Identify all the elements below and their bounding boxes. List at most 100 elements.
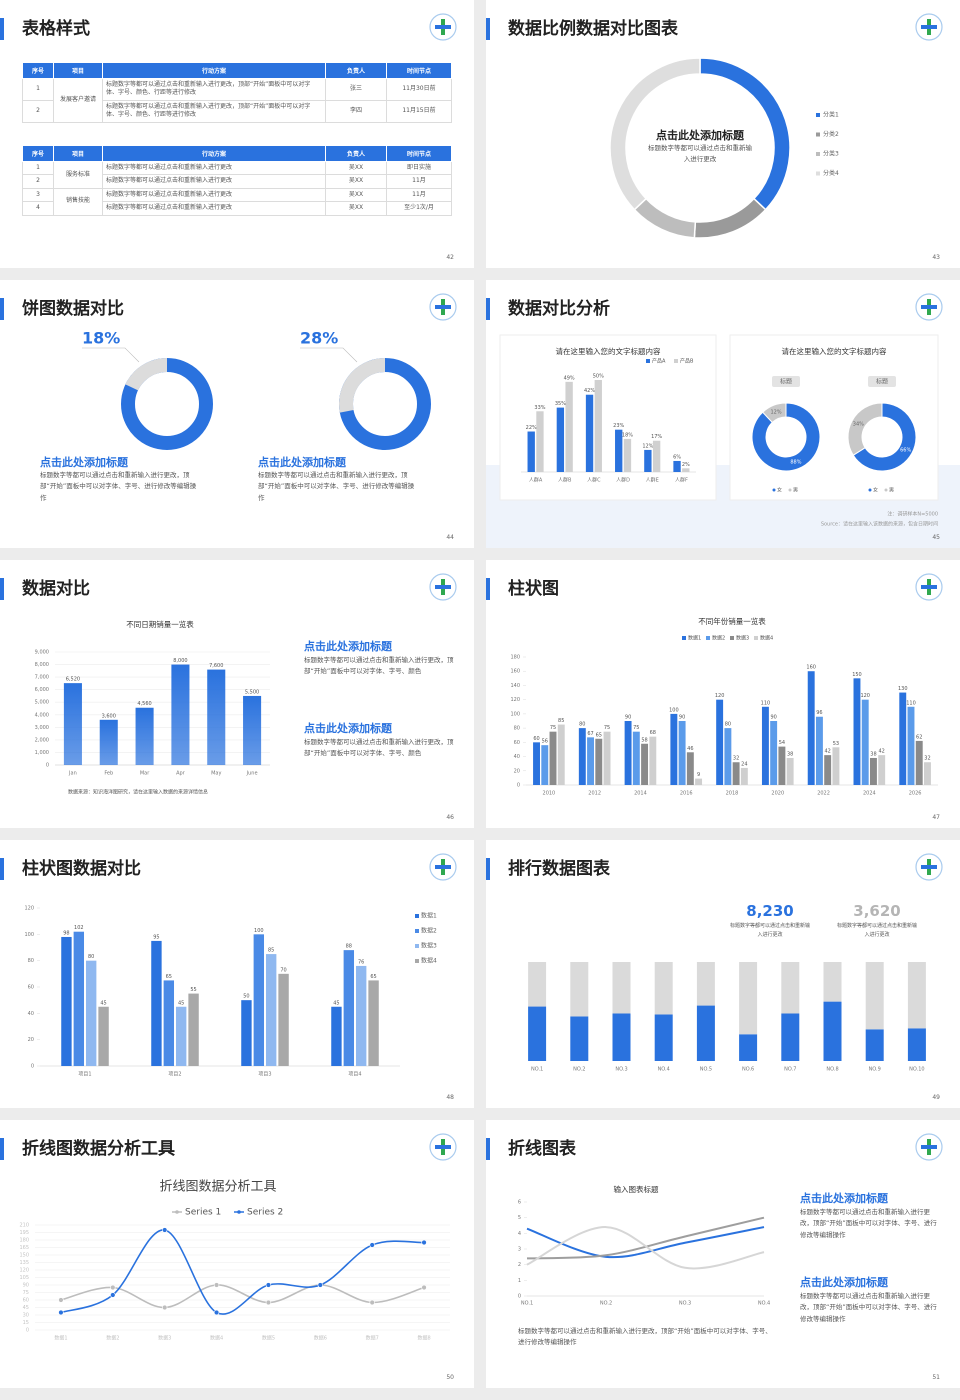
- data-label: 76: [358, 959, 364, 965]
- x-tick-label: 项目2: [168, 1072, 181, 1078]
- x-tick-label: NO.3: [615, 1067, 627, 1073]
- logo: [915, 853, 943, 881]
- data-label: 88%: [790, 460, 801, 466]
- legend-dot: [788, 488, 792, 492]
- table-row: 1 服务标准 标题数字等都可以通过点击和重新输入进行更改 吴XX 即日实施: [22, 160, 452, 189]
- bar: [549, 731, 557, 785]
- data-label: 3,600: [102, 713, 116, 719]
- logo: [429, 1133, 457, 1161]
- legend-label: 分类2: [823, 130, 839, 138]
- x-tick-label: NO.10: [909, 1067, 924, 1073]
- chart-title: 折线图数据分析工具: [159, 1180, 276, 1195]
- data-label: 4,560: [137, 701, 151, 707]
- heading: 点击此处添加标题: [800, 1192, 888, 1205]
- cell: 11月: [386, 174, 452, 189]
- text: 标题数字等都可以通过点击和重新输入进行更改，顶部“开始”面板中可以对字体、字号、…: [800, 1208, 937, 1239]
- slide-title: 数据对比分析: [486, 298, 610, 320]
- y-tick-label: 195: [19, 1230, 29, 1236]
- point: [110, 1284, 116, 1291]
- legend-swatch: [646, 359, 650, 363]
- legend-label: Series 2: [247, 1208, 283, 1218]
- stat-text: 标题数字等都可以通过点击和重新输入进行更改: [730, 923, 811, 938]
- slide-title: 饼图数据对比: [0, 298, 124, 320]
- data-label: 33%: [534, 405, 545, 411]
- point: [421, 1239, 427, 1246]
- legend-label: 数据4: [760, 635, 773, 642]
- slide-canvas: 输入图表标题 0 1 2 3 4 5 6 NO.1 NO.2 NO.3 NO.4: [518, 1184, 770, 1307]
- page-number: 51: [932, 1374, 940, 1381]
- bar: [368, 980, 379, 1066]
- y-tick-label: 105: [19, 1275, 29, 1281]
- text: 标题数字等都可以通过点击和重新输入进行更改，顶部“开始”面板中可以对字体、字号、…: [40, 471, 197, 502]
- page-number: 42: [446, 254, 454, 261]
- legend-swatch: [415, 944, 419, 948]
- data-label: 120: [860, 693, 870, 699]
- cell: 标题数字等都可以通过点击和重新输入进行更改: [102, 201, 326, 216]
- heading: 点击此处添加标题: [304, 722, 392, 735]
- bar: [99, 719, 118, 765]
- text: 标题数字等都可以通过点击和重新输入进行更改，顶部“开始”面板中可以对字体、字号、…: [304, 738, 454, 758]
- data-label: 7,600: [209, 663, 223, 669]
- data-label: 130: [898, 686, 908, 692]
- x-tick-label: 数据8: [417, 1335, 430, 1342]
- point: [213, 1309, 220, 1316]
- data-label: 32: [924, 756, 930, 762]
- y-tick-label: 1,000: [35, 750, 49, 756]
- x-tick-label: 人群E: [646, 477, 659, 484]
- page-number: 47: [932, 814, 940, 821]
- header-cell: 行动方案: [102, 62, 326, 79]
- header-row: 序号 项目 行动方案 负责人 时间节点: [22, 62, 452, 79]
- logo-cross: [921, 585, 937, 589]
- data-label: 49%: [564, 375, 575, 381]
- legend-swatch: [415, 959, 419, 963]
- legend-swatch: [816, 152, 820, 156]
- bar: [85, 960, 97, 1066]
- x-tick-label: NO.1: [531, 1067, 543, 1073]
- bar-segment: [823, 962, 842, 1002]
- data-label: 50%: [593, 374, 604, 380]
- legend-swatch: [816, 132, 820, 137]
- bar: [587, 737, 595, 785]
- data-label: 80: [579, 722, 585, 728]
- y-tick-label: 160: [510, 669, 520, 675]
- bar: [253, 934, 265, 1066]
- project-cell: 服务标准: [53, 161, 103, 189]
- header-cell: 项目: [53, 62, 103, 79]
- logo: [429, 573, 457, 601]
- slide-title: 排行数据图表: [486, 858, 610, 880]
- data-label: 160: [806, 665, 816, 671]
- bar-segment: [654, 1014, 673, 1061]
- page-number: 43: [932, 254, 940, 261]
- point: [161, 1227, 168, 1233]
- data-label: 120: [715, 693, 725, 699]
- cell: 至少1次/月: [386, 201, 452, 216]
- bar-segment: [696, 962, 715, 1006]
- x-tick-label: Mar: [140, 771, 150, 777]
- data-label: 58: [641, 737, 647, 743]
- bar: [163, 980, 175, 1066]
- bar: [623, 438, 632, 472]
- y-tick-label: 100: [24, 932, 34, 938]
- bar: [740, 767, 748, 785]
- point: [213, 1282, 220, 1288]
- cell: 11月15日前: [386, 99, 452, 123]
- cell: 2: [22, 99, 54, 123]
- slide-canvas: [0, 0, 474, 268]
- y-tick-label: 4: [518, 1231, 521, 1237]
- chart-title: 不同日期销量一览表: [126, 619, 194, 629]
- data-label: 46: [687, 746, 693, 752]
- bar-segment: [612, 1013, 631, 1061]
- y-tick-label: 45: [23, 1305, 29, 1311]
- data-label: 85: [558, 718, 564, 724]
- point: [161, 1304, 168, 1311]
- y-tick-label: 6: [518, 1200, 521, 1206]
- x-tick-label: Jan: [68, 771, 77, 777]
- legend-swatch: [816, 171, 820, 176]
- slide-canvas: 不同日期销量一览表 0 1,000 2,000 3,000 4,000 5,000 6,000…: [35, 619, 270, 796]
- y-tick-label: 9,000: [35, 650, 49, 656]
- x-tick-label: 2018: [726, 791, 739, 797]
- bar: [907, 706, 915, 785]
- x-tick-label: 2026: [909, 791, 922, 797]
- line: [526, 1226, 765, 1259]
